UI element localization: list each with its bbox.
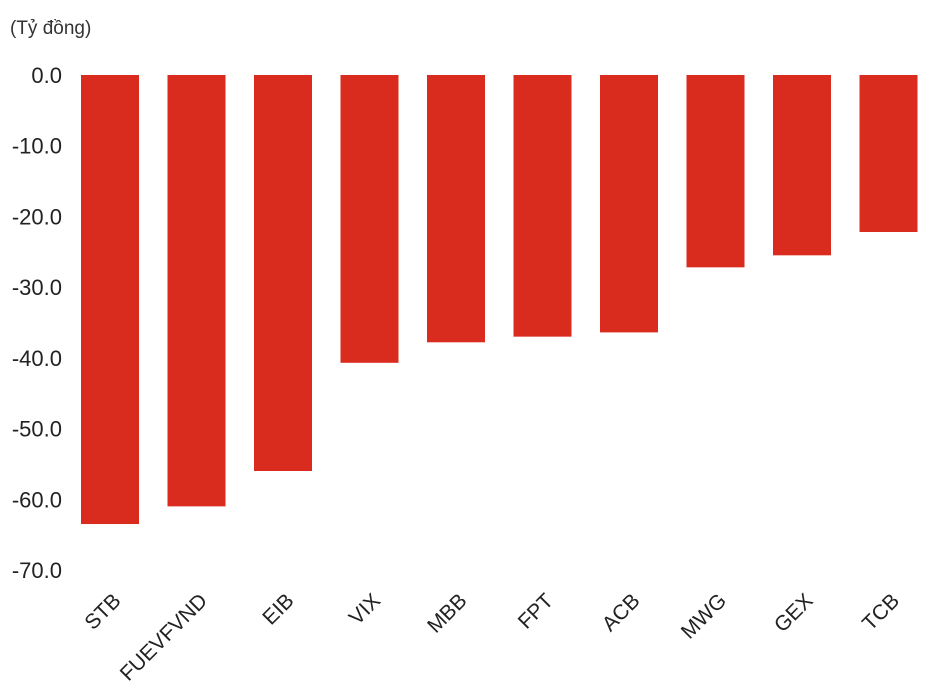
y-tick-label: -20.0 bbox=[12, 204, 62, 229]
y-tick-label: -70.0 bbox=[12, 558, 62, 583]
y-tick-label: -60.0 bbox=[12, 487, 62, 512]
y-tick-label: -40.0 bbox=[12, 346, 62, 371]
unit-label: (Tỷ đồng) bbox=[10, 18, 91, 39]
x-tick-label: MWG bbox=[677, 589, 731, 643]
y-tick-label: -30.0 bbox=[12, 275, 62, 300]
bar bbox=[254, 75, 312, 471]
y-tick-label: 0.0 bbox=[31, 63, 62, 88]
x-tick-label: ACB bbox=[598, 589, 645, 636]
x-tick-label: GEX bbox=[770, 589, 818, 637]
y-tick-label: -10.0 bbox=[12, 134, 62, 159]
x-tick-label: FPT bbox=[514, 589, 558, 633]
x-tick-label: VIX bbox=[345, 589, 385, 629]
bar bbox=[427, 75, 485, 343]
x-tick-label: EIB bbox=[258, 589, 298, 629]
bar bbox=[686, 75, 745, 268]
bar bbox=[600, 75, 658, 333]
bars bbox=[81, 75, 918, 525]
bar bbox=[81, 75, 139, 525]
bar bbox=[340, 75, 399, 363]
bar bbox=[513, 75, 572, 337]
y-tick-label: -50.0 bbox=[12, 417, 62, 442]
bar bbox=[773, 75, 831, 256]
bar bbox=[167, 75, 226, 507]
x-tick-label: STB bbox=[80, 589, 125, 634]
y-axis-ticks: 0.0 -10.0 -20.0 -30.0 -40.0 -50.0 -60.0 -70.0 bbox=[12, 63, 62, 583]
x-tick-label: MBB bbox=[423, 589, 471, 637]
x-tick-label: TCB bbox=[858, 589, 904, 635]
bar bbox=[859, 75, 918, 232]
x-tick-label: FUEVFVND bbox=[116, 589, 212, 685]
